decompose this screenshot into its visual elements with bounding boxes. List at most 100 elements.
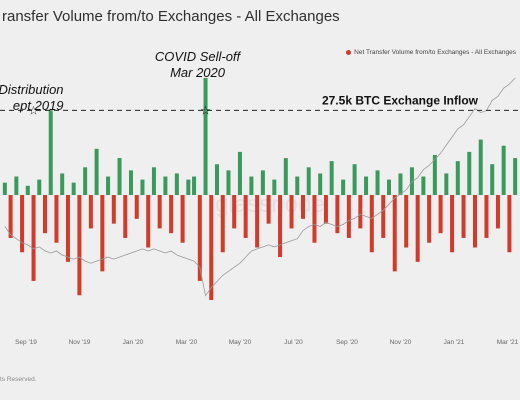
- outflow-bar: [278, 195, 283, 258]
- outflow-bar: [427, 195, 432, 243]
- x-tick-label: Mar '21: [497, 339, 519, 346]
- inflow-bar: [467, 151, 472, 195]
- inflow-bar: [186, 179, 191, 195]
- outflow-bar: [123, 195, 128, 238]
- inflow-bar: [444, 173, 449, 195]
- reference-line-label: 27.5k BTC Exchange Inflow: [322, 93, 479, 107]
- outflow-bar: [369, 195, 374, 253]
- outflow-bar: [42, 195, 47, 234]
- inflow-bar: [409, 167, 414, 195]
- inflow-bar: [260, 170, 265, 195]
- outflow-bar: [289, 195, 294, 229]
- inflow-bar: [37, 179, 42, 195]
- outflow-bar: [461, 195, 466, 238]
- inflow-bar: [283, 158, 288, 195]
- inflow-bar: [151, 167, 156, 195]
- annotation-label: COVID Sell-off: [155, 49, 242, 64]
- outflow-bar: [323, 195, 328, 224]
- outflow-bar: [381, 195, 386, 238]
- x-tick-label: Sep '20: [336, 339, 358, 346]
- inflow-bar: [364, 176, 369, 195]
- outflow-bar: [111, 195, 116, 224]
- x-tick-label: Jul '20: [284, 339, 303, 346]
- outflow-bar: [220, 195, 225, 253]
- inflow-bar: [48, 110, 53, 195]
- inflow-bar: [60, 173, 65, 195]
- inflow-bar: [94, 148, 99, 195]
- outflow-bar: [197, 195, 202, 281]
- inflow-bar: [329, 161, 334, 195]
- inflow-bar: [214, 164, 219, 195]
- outflow-bar: [77, 195, 82, 296]
- outflow-bar: [507, 195, 512, 253]
- inflow-bar: [106, 176, 111, 195]
- annotation-label: Mar 2020: [170, 65, 226, 80]
- outflow-bar: [243, 195, 248, 238]
- x-tick-label: Mar '20: [176, 339, 198, 346]
- inflow-bar: [272, 179, 277, 195]
- outflow-bar: [266, 195, 271, 224]
- outflow-bar: [404, 195, 409, 248]
- inflow-bar: [341, 179, 346, 195]
- outflow-bar: [146, 195, 151, 248]
- outflow-bar: [54, 195, 59, 243]
- inflow-bar: [432, 154, 437, 195]
- outflow-bar: [495, 195, 500, 229]
- inflow-bar: [174, 173, 179, 195]
- inflow-bar: [295, 176, 300, 195]
- outflow-bar: [8, 195, 13, 238]
- inflow-bar: [192, 176, 197, 195]
- x-tick-label: Jan '20: [123, 339, 144, 346]
- price-line: [4, 77, 516, 297]
- outflow-bar: [255, 195, 260, 248]
- outflow-bar: [335, 195, 340, 234]
- legend-marker-icon: [346, 50, 352, 55]
- outflow-bar: [180, 195, 185, 243]
- inflow-bar: [25, 185, 30, 195]
- outflow-bar: [392, 195, 397, 272]
- inflow-bar: [375, 170, 380, 195]
- inflow-bar: [398, 173, 403, 195]
- outflow-bar: [20, 195, 25, 253]
- chart-title: ransfer Volume from/to Exchanges - All E…: [2, 8, 340, 25]
- inflow-bar: [2, 182, 7, 195]
- inflow-bar: [513, 158, 518, 195]
- inflow-bar: [421, 176, 426, 195]
- outflow-bar: [100, 195, 105, 272]
- outflow-bar: [312, 195, 317, 243]
- outflow-bar: [157, 195, 162, 229]
- x-tick-label: Nov '20: [390, 339, 412, 346]
- outflow-bar: [134, 195, 139, 219]
- star-icon: ☆: [28, 103, 39, 117]
- inflow-bar: [203, 78, 208, 195]
- inflow-bar: [352, 164, 357, 195]
- inflow-bar: [306, 167, 311, 195]
- inflow-bar: [478, 139, 483, 195]
- inflow-bar: [83, 167, 88, 195]
- outflow-bar: [300, 195, 305, 219]
- x-tick-label: Nov '19: [69, 339, 91, 346]
- star-icon: ☆: [200, 103, 211, 117]
- inflow-bar: [14, 176, 19, 195]
- outflow-bar: [415, 195, 420, 262]
- chart-legend[interactable]: Net Transfer Volume from/to Exchanges - …: [346, 49, 516, 56]
- outflow-bar: [65, 195, 70, 262]
- inflow-bar: [455, 161, 460, 195]
- legend-label: Net Transfer Volume from/to Exchanges - …: [354, 49, 516, 56]
- copyright-notice: ts Reserved.: [0, 376, 37, 383]
- outflow-bar: [209, 195, 214, 300]
- outflow-bar: [88, 195, 93, 229]
- inflow-bar: [386, 179, 391, 195]
- inflow-bar: [163, 176, 168, 195]
- inflow-bar: [117, 158, 122, 195]
- inflow-bar: [318, 173, 323, 195]
- outflow-bar: [346, 195, 351, 238]
- outflow-bar: [484, 195, 489, 238]
- inflow-bar: [490, 164, 495, 195]
- x-tick-label: May '20: [229, 339, 252, 346]
- inflow-bar: [249, 176, 254, 195]
- outflow-bar: [438, 195, 443, 234]
- outflow-bar: [169, 195, 174, 234]
- inflow-bar: [71, 182, 76, 195]
